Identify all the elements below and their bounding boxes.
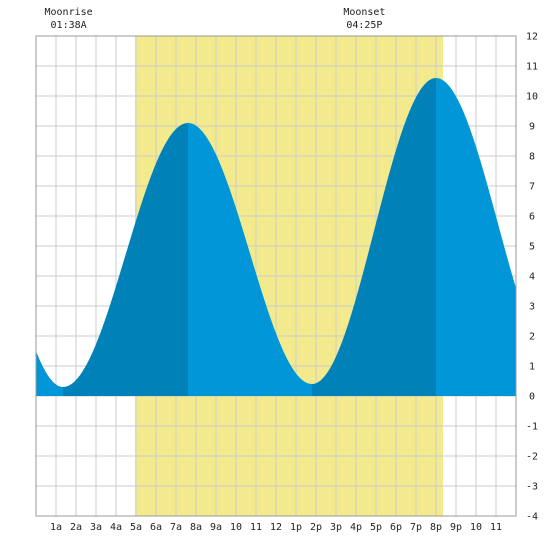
- tide-rising-area: [312, 78, 436, 396]
- x-tick-label: 7p: [410, 522, 422, 533]
- y-tick-label: 0: [529, 392, 535, 403]
- y-tick-label: 9: [529, 122, 535, 133]
- tide-falling-area: [36, 351, 63, 396]
- y-tick-label: -4: [526, 512, 538, 523]
- x-tick-label: 4p: [350, 522, 362, 533]
- moon-event-time: 01:38A: [51, 20, 87, 31]
- y-tick-label: -3: [526, 482, 538, 493]
- tide-area: [36, 78, 516, 396]
- tide-falling-area: [436, 78, 516, 396]
- x-tick-label: 11: [490, 522, 502, 533]
- y-tick-label: 3: [529, 302, 535, 313]
- x-tick-label: 9a: [210, 522, 222, 533]
- moon-event-time: 04:25P: [346, 20, 382, 31]
- x-tick-label: 9p: [450, 522, 462, 533]
- x-tick-label: 12: [270, 522, 282, 533]
- x-tick-label: 3a: [90, 522, 102, 533]
- y-tick-label: 4: [529, 272, 535, 283]
- moon-event-label: Moonrise: [45, 7, 93, 18]
- x-tick-label: 2a: [70, 522, 82, 533]
- moon-event-label: Moonset: [343, 7, 385, 18]
- x-tick-label: 1p: [290, 522, 302, 533]
- x-tick-label: 8p: [430, 522, 442, 533]
- y-tick-label: 5: [529, 242, 535, 253]
- x-tick-label: 1a: [50, 522, 62, 533]
- x-tick-label: 5p: [370, 522, 382, 533]
- x-axis-labels: 1a 2a 3a 4a 5a 6a 7a 8a 9a 10 11 12 1p 2p 3p 4p 5p 6p 7p 8p…: [50, 522, 502, 533]
- x-tick-label: 5a: [130, 522, 142, 533]
- y-tick-label: -2: [526, 452, 538, 463]
- x-tick-label: 7a: [170, 522, 182, 533]
- y-tick-label: 2: [529, 332, 535, 343]
- x-tick-label: 10: [230, 522, 242, 533]
- x-tick-label: 8a: [190, 522, 202, 533]
- x-tick-label: 6p: [390, 522, 402, 533]
- plot-border: [35, 35, 517, 517]
- x-tick-label: 10: [470, 522, 482, 533]
- y-tick-label: 8: [529, 152, 535, 163]
- y-tick-label: 6: [529, 212, 535, 223]
- y-tick-label: 7: [529, 182, 535, 193]
- y-tick-label: 1: [529, 362, 535, 373]
- plot-frame: [35, 35, 517, 517]
- x-tick-label: 4a: [110, 522, 122, 533]
- x-tick-label: 3p: [330, 522, 342, 533]
- x-tick-label: 6a: [150, 522, 162, 533]
- x-tick-label: 11: [250, 522, 262, 533]
- tide-rising-area: [63, 123, 188, 396]
- y-tick-label: -1: [526, 422, 538, 433]
- y-tick-label: 12: [526, 32, 538, 43]
- x-tick-label: 2p: [310, 522, 322, 533]
- moon-events: Moonrise 01:38A Moonset 04:25P: [45, 7, 386, 31]
- y-tick-label: 11: [526, 62, 538, 73]
- tide-falling-area: [188, 123, 312, 396]
- y-tick-label: 10: [526, 92, 538, 103]
